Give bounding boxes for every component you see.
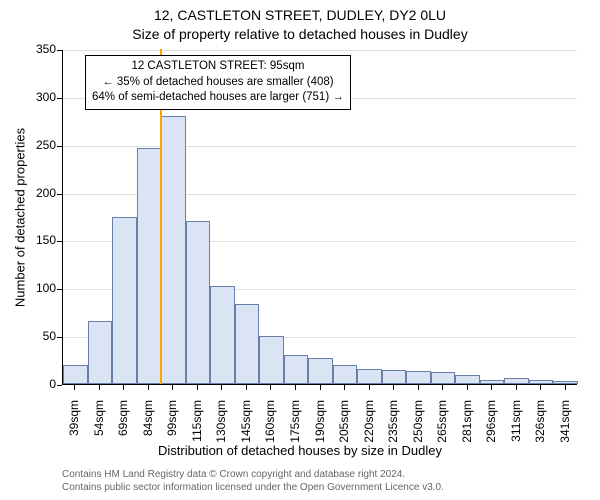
- xtick-mark: [123, 385, 124, 390]
- annotation-line: ← 35% of detached houses are smaller (40…: [92, 75, 344, 91]
- xtick-mark: [565, 385, 566, 390]
- histogram-bar: [63, 365, 88, 384]
- histogram-bar: [406, 371, 431, 384]
- xtick-mark: [516, 385, 517, 390]
- histogram-bar: [259, 336, 284, 384]
- xtick-label: 326sqm: [533, 400, 547, 450]
- xtick-mark: [295, 385, 296, 390]
- xtick-mark: [344, 385, 345, 390]
- xtick-mark: [442, 385, 443, 390]
- ytick-label: 250: [26, 138, 56, 152]
- ytick-mark: [57, 385, 62, 386]
- ytick-label: 100: [26, 281, 56, 295]
- xtick-label: 175sqm: [288, 400, 302, 450]
- xtick-mark: [491, 385, 492, 390]
- histogram-bar: [553, 381, 578, 384]
- annotation-line: 64% of semi-detached houses are larger (…: [92, 90, 344, 106]
- histogram-bar: [308, 358, 333, 384]
- annotation-line: 12 CASTLETON STREET: 95sqm: [92, 59, 344, 75]
- ytick-mark: [57, 98, 62, 99]
- xtick-label: 296sqm: [484, 400, 498, 450]
- xtick-mark: [393, 385, 394, 390]
- histogram-bar: [137, 148, 162, 384]
- histogram-bar: [210, 286, 235, 384]
- xtick-label: 84sqm: [141, 400, 155, 450]
- xtick-mark: [148, 385, 149, 390]
- xtick-mark: [467, 385, 468, 390]
- histogram-bar: [333, 365, 358, 384]
- xtick-label: 69sqm: [116, 400, 130, 450]
- xtick-mark: [270, 385, 271, 390]
- footer-line2: Contains public sector information licen…: [62, 481, 444, 494]
- histogram-bar: [186, 221, 211, 384]
- ytick-label: 0: [26, 377, 56, 391]
- ytick-label: 300: [26, 90, 56, 104]
- xtick-mark: [172, 385, 173, 390]
- footer-line1: Contains HM Land Registry data © Crown c…: [62, 468, 444, 481]
- chart-title-line1: 12, CASTLETON STREET, DUDLEY, DY2 0LU: [0, 7, 600, 23]
- histogram-bar: [431, 372, 456, 384]
- xtick-label: 281sqm: [460, 400, 474, 450]
- annotation-box: 12 CASTLETON STREET: 95sqm← 35% of detac…: [85, 55, 351, 110]
- ytick-label: 350: [26, 42, 56, 56]
- xtick-label: 39sqm: [67, 400, 81, 450]
- xtick-label: 99sqm: [165, 400, 179, 450]
- histogram-bar: [88, 321, 113, 384]
- ytick-label: 200: [26, 186, 56, 200]
- xtick-mark: [221, 385, 222, 390]
- histogram-bar: [455, 375, 480, 384]
- histogram-bar: [382, 370, 407, 384]
- histogram-bar: [529, 380, 554, 384]
- xtick-label: 341sqm: [558, 400, 572, 450]
- chart-title-line2: Size of property relative to detached ho…: [0, 26, 600, 42]
- ytick-mark: [57, 337, 62, 338]
- xtick-mark: [197, 385, 198, 390]
- histogram-bar: [161, 116, 186, 384]
- xtick-mark: [369, 385, 370, 390]
- xtick-label: 220sqm: [362, 400, 376, 450]
- gridline: [63, 50, 577, 51]
- xtick-mark: [74, 385, 75, 390]
- xtick-label: 115sqm: [190, 400, 204, 450]
- histogram-bar: [504, 378, 529, 384]
- ytick-mark: [57, 241, 62, 242]
- xtick-label: 54sqm: [92, 400, 106, 450]
- xtick-mark: [418, 385, 419, 390]
- xtick-label: 160sqm: [263, 400, 277, 450]
- ytick-label: 150: [26, 233, 56, 247]
- ytick-mark: [57, 50, 62, 51]
- footer-attribution: Contains HM Land Registry data © Crown c…: [62, 468, 444, 494]
- xtick-mark: [540, 385, 541, 390]
- histogram-bar: [284, 355, 309, 384]
- ytick-mark: [57, 194, 62, 195]
- xtick-label: 265sqm: [435, 400, 449, 450]
- xtick-label: 145sqm: [239, 400, 253, 450]
- xtick-mark: [320, 385, 321, 390]
- histogram-bar: [235, 304, 260, 384]
- xtick-label: 311sqm: [509, 400, 523, 450]
- xtick-label: 205sqm: [337, 400, 351, 450]
- xtick-label: 250sqm: [411, 400, 425, 450]
- ytick-mark: [57, 289, 62, 290]
- ytick-mark: [57, 146, 62, 147]
- ytick-label: 50: [26, 329, 56, 343]
- xtick-label: 235sqm: [386, 400, 400, 450]
- xtick-mark: [246, 385, 247, 390]
- histogram-bar: [480, 380, 505, 384]
- xtick-label: 130sqm: [214, 400, 228, 450]
- gridline: [63, 146, 577, 147]
- xtick-label: 190sqm: [313, 400, 327, 450]
- histogram-bar: [357, 369, 382, 384]
- chart-container: 12, CASTLETON STREET, DUDLEY, DY2 0LU Si…: [0, 0, 600, 500]
- xtick-mark: [99, 385, 100, 390]
- histogram-bar: [112, 217, 137, 385]
